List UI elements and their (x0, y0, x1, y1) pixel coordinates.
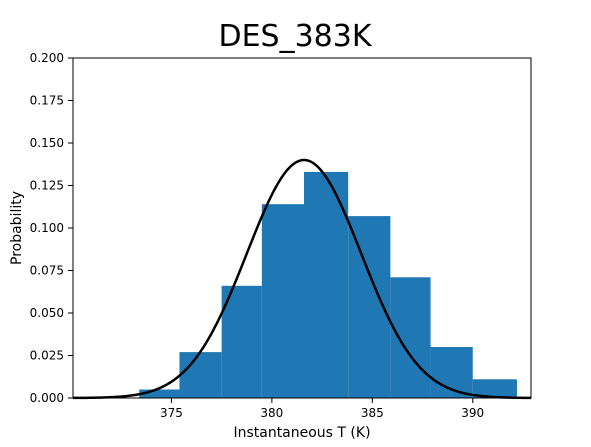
y-tick-label: 0.200 (30, 51, 64, 65)
x-axis-label: Instantaneous T (K) (233, 425, 370, 441)
y-axis-label: Probability (9, 191, 25, 265)
histogram-bars (139, 171, 517, 398)
y-tick-label: 0.025 (30, 349, 64, 363)
histogram-bar (221, 285, 262, 398)
y-tick-label: 0.175 (30, 94, 64, 108)
y-tick-label: 0.050 (30, 306, 64, 320)
x-tick-label: 390 (461, 406, 484, 420)
histogram-bar (390, 277, 431, 398)
y-tick-label: 0.000 (30, 391, 64, 405)
y-tick-label: 0.150 (30, 136, 64, 150)
histogram-bar (139, 389, 180, 398)
y-tick-label: 0.125 (30, 179, 64, 193)
x-tick-label: 380 (260, 406, 283, 420)
y-tick-label: 0.100 (30, 221, 64, 235)
normal-fit-curve (72, 158, 532, 400)
y-axis-ticks: 0.000 0.025 0.050 0.075 0.100 0.125 0.150 0.175… (30, 51, 73, 405)
histogram-bar (179, 352, 222, 398)
histogram-bar (261, 204, 305, 398)
chart-title: DES_383K (218, 19, 372, 54)
x-axis-ticks: 375 380 385 390 (160, 398, 484, 420)
x-tick-label: 375 (160, 406, 183, 420)
histogram-bar (304, 171, 349, 398)
x-tick-label: 385 (361, 406, 384, 420)
histogram-bar (472, 379, 517, 398)
y-tick-label: 0.075 (30, 264, 64, 278)
